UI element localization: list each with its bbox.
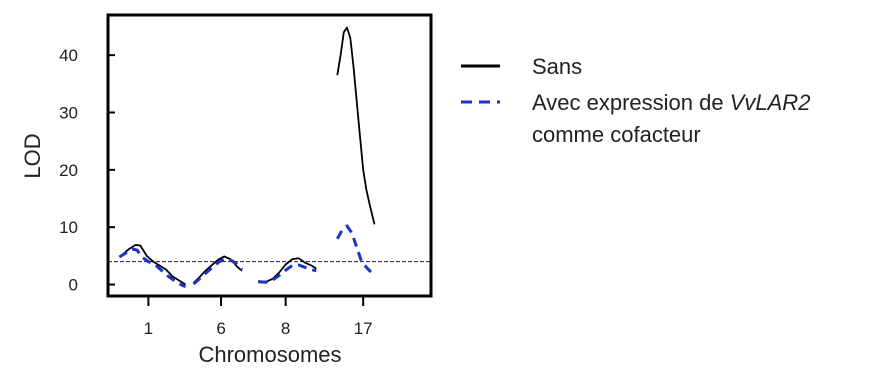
y-tick-label-20: 20 [59,161,78,180]
series-cofactor-line-seg-2 [192,257,244,286]
y-ticks: 0 10 20 30 40 [59,46,115,295]
series-sans-line-seg-4 [336,26,376,225]
series-layer [108,26,431,289]
x-tick-label-8: 8 [281,319,290,338]
y-tick-label-40: 40 [59,46,78,65]
y-tick-label-30: 30 [59,103,78,122]
legend-label-sans: Sans [532,54,582,79]
legend-label-cofactor-prefix: Avec expression de [532,90,730,115]
legend-label-cofactor: Avec expression de VvLAR2 [532,90,810,115]
x-tick-label-1: 1 [144,319,153,338]
series-cofactor-line-seg-1 [118,247,187,289]
series-sans-line-seg-1 [121,244,186,286]
x-ticks: 1 6 8 17 [144,296,373,338]
x-axis-label: Chromosomes [198,342,341,367]
y-tick-label-10: 10 [59,218,78,237]
legend: Sans Avec expression de VvLAR2 comme cof… [461,54,810,147]
x-tick-label-17: 17 [354,319,373,338]
series-cofactor-line-seg-3 [258,263,317,284]
x-tick-label-6: 6 [216,319,225,338]
legend-label-cofactor-line2: comme cofacteur [532,122,701,147]
y-tick-label-0: 0 [69,276,78,295]
series-cofactor-line-seg-4 [335,224,374,276]
plot-frame [106,13,433,298]
y-axis-label: LOD [20,133,45,178]
series-sans-line-seg-3 [258,257,317,283]
legend-label-cofactor-gene: VvLAR2 [730,90,811,115]
